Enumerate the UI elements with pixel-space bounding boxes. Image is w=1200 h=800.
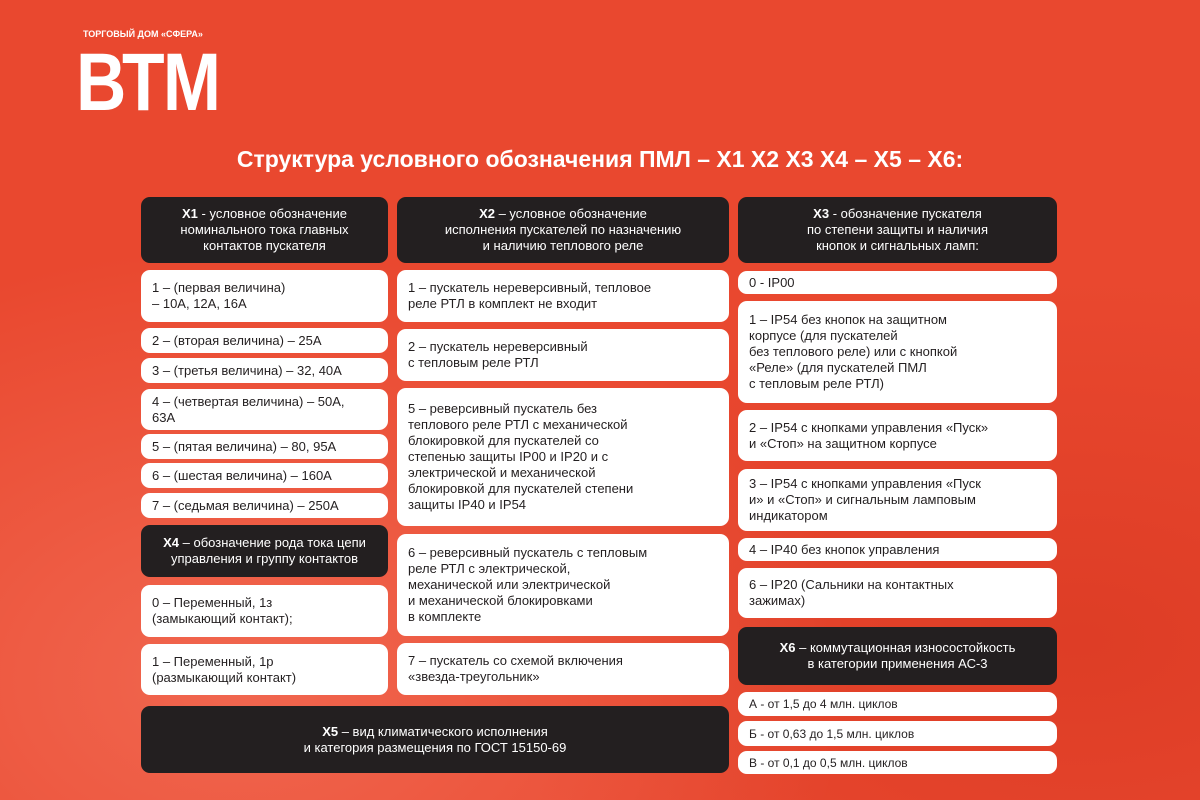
x3-item: 3 – IP54 с кнопками управления «Пуск и» … [738, 469, 1057, 531]
logo-subtitle: ТОРГОВЫЙ ДОМ «СФЕРА» [83, 29, 203, 39]
x3-key: Х3 [813, 206, 830, 221]
x1-item: 6 – (шестая величина) – 160А [141, 463, 388, 488]
logo: ВТМ [76, 37, 221, 128]
x4-header: Х4 – обозначение рода тока цепи управлен… [141, 525, 388, 577]
x2-item: 1 – пускатель нереверсивный, тепловое ре… [397, 270, 729, 322]
x4-key: Х4 [163, 535, 180, 550]
x2-header-text: – условное обозначение исполнения пускат… [444, 206, 682, 253]
x4-header-text: – обозначение рода тока цепи управления … [171, 535, 366, 566]
x5-header-text: – вид климатического исполнения и катего… [303, 723, 567, 755]
x3-item: 2 – IP54 с кнопками управления «Пуск» и … [738, 410, 1057, 461]
x3-header-text: - обозначение пускателя по степени защит… [806, 206, 988, 253]
x6-item: А - от 1,5 до 4 млн. циклов [738, 692, 1057, 716]
x3-item: 6 – IP20 (Сальники на контактных зажимах… [738, 568, 1057, 618]
x3-item: 1 – IP54 без кнопок на защитном корпусе … [738, 301, 1057, 403]
x1-header: Х1 - условное обозначение номинального т… [141, 197, 388, 263]
x3-item: 4 – IP40 без кнопок управления [738, 538, 1057, 561]
x4-item: 0 – Переменный, 1з (замыкающий контакт); [141, 585, 388, 637]
x1-item: 5 – (пятая величина) – 80, 95А [141, 434, 388, 459]
x2-item: 5 – реверсивный пускатель без теплового … [397, 388, 729, 526]
x2-header: Х2 – условное обозначение исполнения пус… [397, 197, 729, 263]
x1-item: 7 – (седьмая величина) – 250А [141, 493, 388, 518]
x3-item: 0 - IP00 [738, 271, 1057, 294]
x5-header: Х5 – вид климатического исполнения и кат… [141, 706, 729, 773]
x2-item: 2 – пускатель нереверсивный с тепловым р… [397, 329, 729, 381]
x1-item: 4 – (четвертая величина) – 50А, 63А [141, 389, 388, 430]
x6-item: В - от 0,1 до 0,5 млн. циклов [738, 751, 1057, 774]
x1-item: 3 – (третья величина) – 32, 40А [141, 358, 388, 383]
x6-header-text: – коммутационная износостойкость в катег… [799, 640, 1016, 671]
x6-header: Х6 – коммутационная износостойкость в ка… [738, 627, 1057, 685]
x6-item: Б - от 0,63 до 1,5 млн. циклов [738, 721, 1057, 746]
x2-item: 6 – реверсивный пускатель с тепловым рел… [397, 534, 729, 636]
x1-header-text: - условное обозначение номинального тока… [180, 206, 349, 253]
x6-key: Х6 [779, 640, 796, 655]
x3-header: Х3 - обозначение пускателя по степени за… [738, 197, 1057, 263]
page-title: Структура условного обозначения ПМЛ – Х1… [236, 146, 964, 172]
x5-key: Х5 [322, 723, 339, 739]
x4-item: 1 – Переменный, 1р (размыкающий контакт) [141, 644, 388, 695]
x2-item: 7 – пускатель со схемой включения «звезд… [397, 643, 729, 695]
x1-key: Х1 [182, 206, 198, 221]
x1-item: 2 – (вторая величина) – 25А [141, 328, 388, 353]
x1-item: 1 – (первая величина) – 10А, 12А, 16А [141, 270, 388, 322]
x2-key: Х2 [479, 206, 495, 221]
